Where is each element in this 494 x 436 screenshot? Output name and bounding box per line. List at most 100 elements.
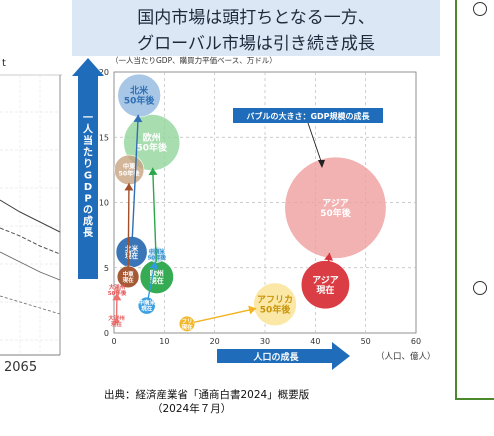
growth-arrow <box>193 307 257 324</box>
bubble-label: 中南米50年後 <box>147 248 166 262</box>
bubble-label: アジア現在 <box>312 275 339 296</box>
bubble-label: アフリカ 50年後 <box>257 294 293 315</box>
right-panel <box>455 0 494 400</box>
left-axis-year-label: 2065 <box>4 360 38 375</box>
y-tick-label: 15 <box>99 133 109 142</box>
bubble-chart: 0 10 20 30 40 50 60 0 5 10 15 20 一人当たり G D P の成長 （一人当たり… <box>72 56 430 370</box>
bubble-label: 北米現在 <box>125 244 139 260</box>
source-line-2: （2024年７月） <box>152 403 232 415</box>
y-axis-title-char: 人 <box>83 123 94 136</box>
bubble-label-line: 現在 <box>123 276 135 284</box>
y-tick-label: 20 <box>99 68 109 77</box>
bubble-label-line: アジア <box>322 198 349 209</box>
bubble-label-line: 50年後 <box>119 169 141 177</box>
x-axis-title-arrow: 人口の成長 <box>217 342 350 370</box>
y-axis-title-char: 長 <box>83 227 94 239</box>
y-axis-title-char: の <box>83 205 93 216</box>
y-axis-title-char: り <box>83 158 93 170</box>
bubble <box>148 246 165 263</box>
y-axis-title-char: た <box>83 147 93 159</box>
title-line-2: グローバル市場は引き続き成長 <box>137 34 375 54</box>
x-tick-label: 10 <box>159 337 169 346</box>
bubble-label-line: 中南米 <box>149 248 166 256</box>
x-axis-title: 人口の成長 <box>252 351 299 363</box>
x-tick-label: 30 <box>260 337 270 346</box>
x-tick-label: 40 <box>310 337 320 346</box>
bubble-label-line: 北米 <box>125 244 139 253</box>
growth-arrow <box>131 114 139 239</box>
bubble <box>284 156 387 259</box>
y-axis-title-arrow: 一人当たり G D P の成長 <box>72 58 104 279</box>
bubble-label-line: 50年後 <box>260 303 292 315</box>
bubble-label-line: 現在 <box>125 251 139 260</box>
growth-arrow-head <box>149 261 159 270</box>
left-axis-fragment-label: t <box>2 58 6 69</box>
bubble-label-line: 50年後 <box>108 289 127 297</box>
bubble-label-line: アフリカ <box>257 294 293 305</box>
bubble <box>253 282 297 327</box>
bubble-label-line: 大洋州 <box>109 283 126 291</box>
bubble-label-line: 現在 <box>150 276 164 285</box>
growth-arrow-head <box>324 252 334 261</box>
bullet-circle-icon-2 <box>473 281 487 295</box>
bubble-label: 北米 50年後 <box>124 85 156 107</box>
y-arrow-head <box>72 58 104 106</box>
left-chart-lines <box>0 74 62 356</box>
callout-pointer-head <box>318 160 325 168</box>
bubble-label: アフリカ現在 <box>176 318 198 331</box>
bubble-label-line: 現在 <box>141 305 153 313</box>
y-axis-title-char: 当 <box>83 134 93 147</box>
x-tick-label: 0 <box>111 337 116 346</box>
bubble-label-line: 現在 <box>181 323 193 331</box>
y-tick-label: 10 <box>99 199 109 208</box>
callout-text: バブルの大きさ：GDP規模の成長 <box>246 111 370 121</box>
bubble-label-line: 中東 <box>123 163 136 171</box>
bubble-label-line: 北米 <box>130 85 149 97</box>
bubble-label-line: 中東 <box>123 270 135 278</box>
chart-note: （一人当たりGDP、購買力平価ベース、万ドル） <box>111 56 277 65</box>
size-legend-callout: バブルの大きさ：GDP規模の成長 <box>233 108 383 168</box>
bubble-label: 中東現在 <box>123 270 135 284</box>
y-arrow-shaft <box>78 104 98 279</box>
bubble-label-line: アフリカ <box>176 318 198 325</box>
bubble-label-line: アジア <box>312 275 339 286</box>
y-tick-label: 0 <box>104 329 109 338</box>
growth-arrows <box>112 114 334 324</box>
bubble-label-line: 50年後 <box>147 254 166 262</box>
y-axis-title-char: 一 <box>83 113 93 124</box>
bubble-label-line: 50年後 <box>136 142 168 154</box>
bubble-label: 中南米現在 <box>138 298 155 312</box>
chart-axes: 0 10 20 30 40 50 60 0 5 10 15 20 <box>99 68 421 346</box>
bubble-label: アジア 50年後 <box>320 198 352 219</box>
left-chart-fragment: t 2065 <box>0 0 62 436</box>
bubble-label-line: 50年後 <box>124 95 156 107</box>
growth-arrow-head <box>148 167 158 176</box>
y-tick-label: 5 <box>104 264 109 273</box>
growth-arrow-head <box>133 114 143 123</box>
slide-title: 国内市場は頭打ちとなる一方、 グローバル市場は引き続き成長 <box>72 0 440 56</box>
source-line-1: 出典：経済産業省「通商白書2024」概要版 <box>104 389 310 401</box>
y-axis-title-char: G <box>84 171 92 182</box>
x-tick-label: 20 <box>210 337 220 346</box>
growth-arrow-head <box>124 183 134 191</box>
growth-arrow <box>151 167 157 262</box>
bubble-label: 欧州 50年後 <box>136 132 168 154</box>
y-axis-title-char: P <box>84 194 91 205</box>
callout-box <box>233 108 383 123</box>
growth-arrow-head <box>248 305 257 315</box>
title-line-1: 国内市場は頭打ちとなる一方、 <box>137 8 375 28</box>
x-tick-label: 50 <box>361 337 371 346</box>
bubble <box>137 296 156 315</box>
y-axis-title-char: D <box>84 182 92 193</box>
growth-arrow-head <box>112 293 122 301</box>
bubble-label-line: 現在 <box>111 320 123 328</box>
bullet-circle-icon <box>473 2 487 16</box>
bubble-label: 中東 50年後 <box>119 163 141 178</box>
growth-arrow <box>127 183 130 268</box>
bubble-label-line: 中南米 <box>138 298 155 306</box>
callout-pointer <box>307 122 323 165</box>
x-arrow <box>217 342 350 370</box>
bubble <box>300 260 350 310</box>
bubble-label-line: 欧州 <box>143 132 161 144</box>
